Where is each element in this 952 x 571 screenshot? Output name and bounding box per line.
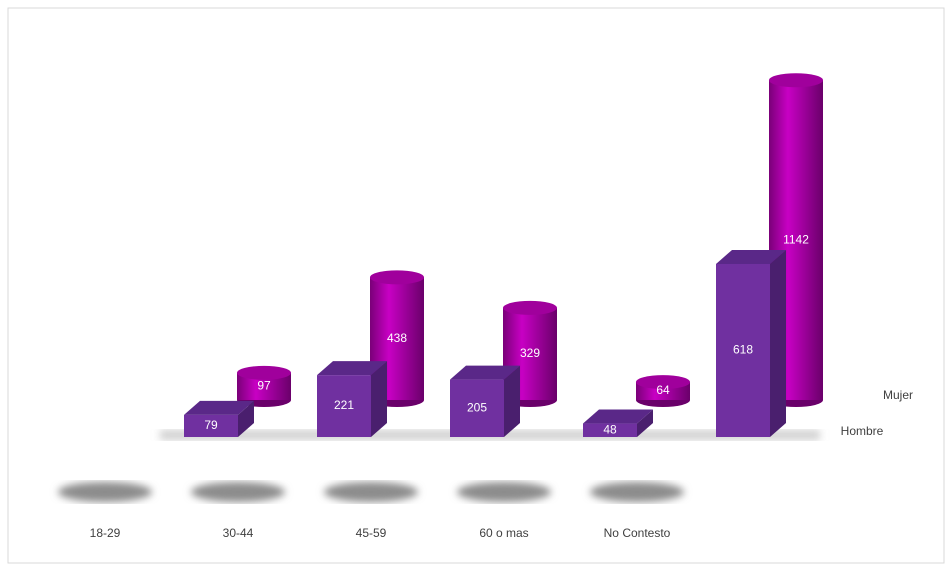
box-side [371, 361, 387, 437]
box [716, 249, 786, 437]
legend-label: Hombre [841, 424, 884, 438]
box-front [450, 379, 504, 437]
data-label: 79 [204, 418, 218, 432]
data-label: 97 [257, 379, 271, 393]
data-label: 438 [387, 331, 407, 345]
box-front [716, 263, 770, 437]
box-front [583, 423, 637, 437]
box-side [770, 249, 786, 437]
data-label: 221 [334, 398, 354, 412]
x-tick-label: 30-44 [223, 526, 254, 540]
cylinder [636, 375, 690, 407]
box [450, 365, 520, 437]
box-top [450, 365, 520, 380]
floor-shadow [457, 482, 551, 502]
box-top [716, 249, 786, 264]
box [583, 409, 653, 437]
data-label: 329 [520, 346, 540, 360]
floor-shadow [191, 482, 285, 502]
x-tick-label: No Contesto [604, 526, 671, 540]
cylinder [769, 73, 823, 407]
box-top [317, 361, 387, 376]
cylinder-top [370, 270, 424, 285]
cylinder-top [769, 73, 823, 88]
cylinder-top [237, 365, 291, 380]
box-front [317, 375, 371, 437]
data-label: 48 [603, 422, 617, 436]
cylinder-top [636, 375, 690, 390]
floor-shadow [324, 482, 418, 502]
box-side [504, 365, 520, 437]
box-top [184, 400, 254, 415]
data-label: 618 [733, 343, 753, 357]
box-side [637, 409, 653, 437]
cylinder-top [503, 300, 557, 315]
x-tick-label: 18-29 [90, 526, 121, 540]
data-label: 1142 [783, 232, 809, 246]
chart-border [7, 7, 945, 564]
box-side [238, 400, 254, 437]
legend-label: Mujer [883, 388, 913, 402]
box-front [184, 414, 238, 437]
data-label: 64 [656, 383, 670, 397]
box-top [583, 409, 653, 424]
x-tick-label: 60 o mas [479, 526, 528, 540]
x-tick-label: 45-59 [356, 526, 387, 540]
floor-shadow [590, 482, 684, 502]
floor-shadow [58, 482, 152, 502]
box [184, 400, 254, 437]
data-label: 205 [467, 400, 487, 414]
box [317, 361, 387, 437]
